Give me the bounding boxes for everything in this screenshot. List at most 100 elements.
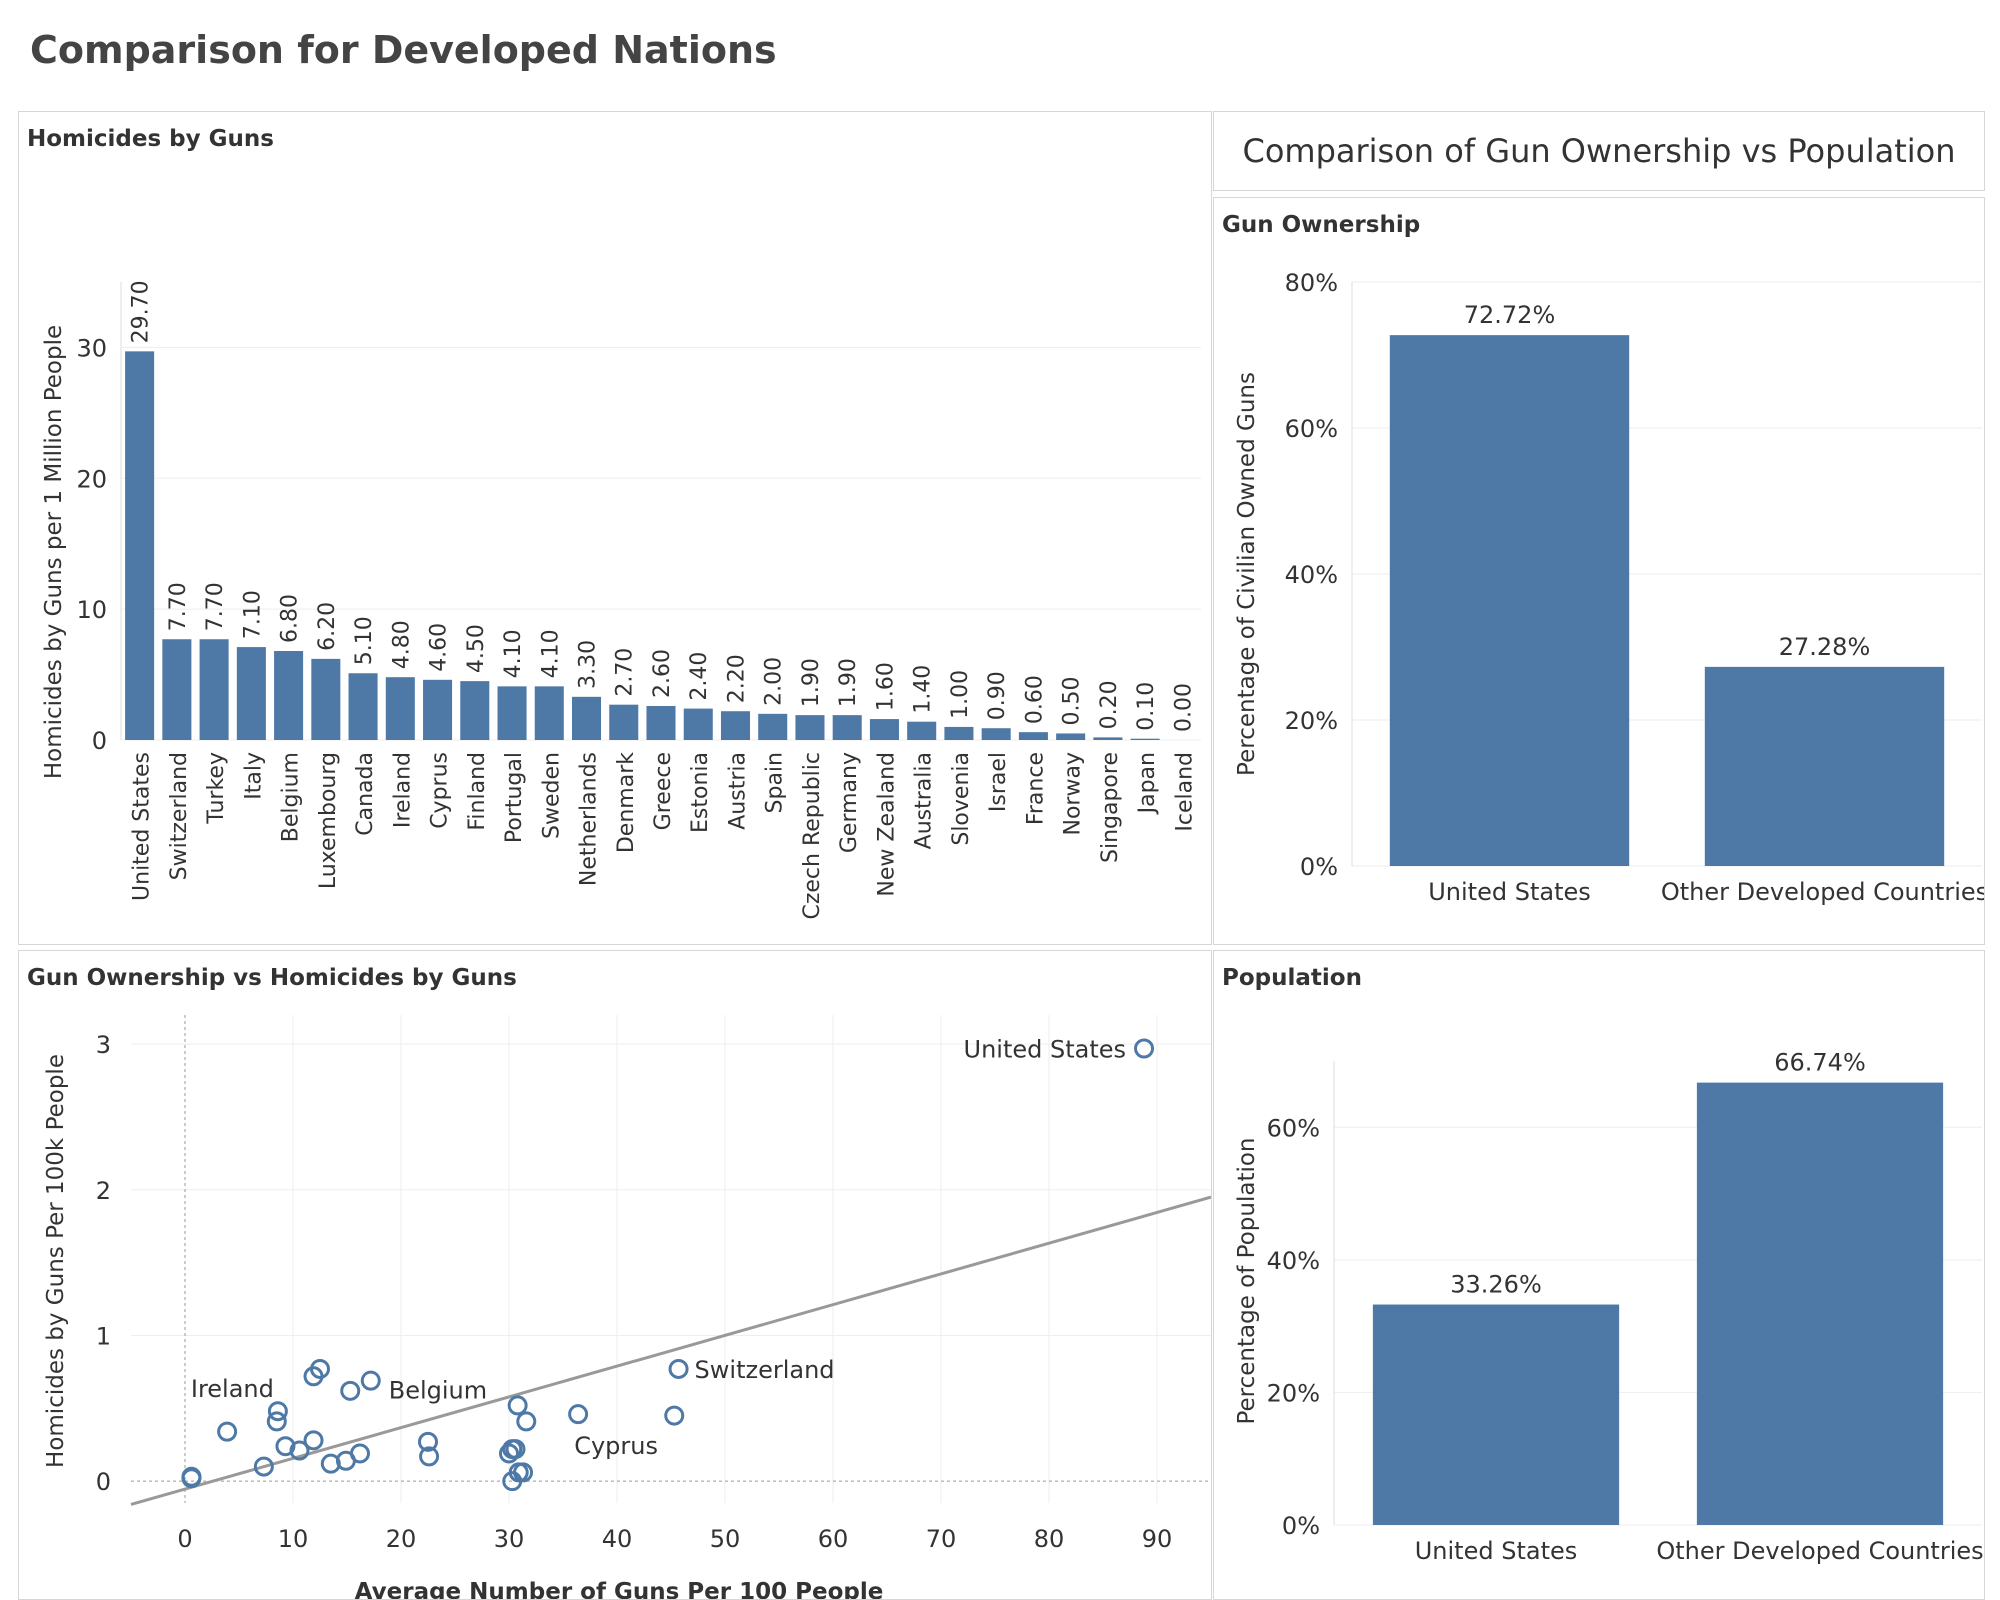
data-label: 5.10 xyxy=(352,616,377,665)
bar xyxy=(1018,732,1048,740)
scatter-point xyxy=(516,1411,537,1432)
data-label: 4.10 xyxy=(501,629,526,678)
scatter-panel-title: Gun Ownership vs Homicides by Guns xyxy=(27,965,517,991)
y-tick-label: 0 xyxy=(92,727,107,755)
category-label: Estonia xyxy=(688,752,713,833)
y-tick-label: 2 xyxy=(96,1177,111,1205)
scatter-point xyxy=(253,1456,274,1477)
bar xyxy=(1704,666,1945,866)
data-label: 66.74% xyxy=(1774,1049,1866,1077)
scatter-point xyxy=(502,1471,523,1492)
category-label: Denmark xyxy=(614,752,639,853)
scatter-point xyxy=(507,1395,528,1416)
x-tick-label: 40 xyxy=(602,1525,633,1553)
scatter-point xyxy=(499,1443,519,1464)
y-axis-title: Homicides by Guns Per 100k People xyxy=(43,1054,69,1468)
population-bar-chart: 0% 20% 40% 60% 33.26% United States 66.74% Othe… xyxy=(1234,1049,1984,1565)
scatter-point xyxy=(267,1401,288,1422)
category-label: Other Developed Countries xyxy=(1656,1537,1983,1565)
data-label: 4.10 xyxy=(538,629,563,678)
data-label: 1.90 xyxy=(799,658,824,707)
category-label: United States xyxy=(130,752,155,901)
x-tick-label: 70 xyxy=(926,1525,957,1553)
category-label: Portugal xyxy=(502,752,527,843)
category-label: United States xyxy=(1428,878,1591,906)
y-tick-label: 20 xyxy=(76,465,107,493)
bar xyxy=(571,696,602,740)
y-tick-label: 40% xyxy=(1285,561,1338,589)
y-tick-label: 0% xyxy=(1300,853,1338,881)
bar xyxy=(907,721,937,740)
category-label: Japan xyxy=(1135,752,1160,815)
y-tick-label: 0 xyxy=(96,1468,111,1496)
y-tick-label: 3 xyxy=(96,1031,111,1059)
scatter-point xyxy=(664,1405,685,1426)
bar xyxy=(162,639,192,740)
scatter-point xyxy=(217,1421,238,1442)
data-label: 0.50 xyxy=(1060,676,1085,725)
category-label: Cyprus xyxy=(428,752,453,829)
data-label: 4.50 xyxy=(464,624,489,673)
bar xyxy=(311,658,341,740)
data-label: 1.90 xyxy=(836,658,861,707)
x-tick-label: 0 xyxy=(177,1525,192,1553)
scatter-point xyxy=(303,1430,324,1451)
scatter-point xyxy=(1134,1038,1155,1059)
data-label: 6.80 xyxy=(278,594,303,643)
bar xyxy=(1056,733,1086,740)
y-tick-label: 10 xyxy=(76,596,107,624)
data-label: 33.26% xyxy=(1450,1271,1542,1299)
point-label: Cyprus xyxy=(574,1432,658,1460)
data-label: 1.40 xyxy=(911,665,936,714)
x-tick-label: 80 xyxy=(1034,1525,1065,1553)
scatter-point xyxy=(418,1431,438,1452)
category-label: Norway xyxy=(1061,752,1086,835)
category-label: Belgium xyxy=(279,752,304,842)
category-label: Finland xyxy=(465,752,490,831)
point-label: Ireland xyxy=(191,1375,274,1403)
scatter-point xyxy=(320,1453,341,1474)
data-label: 0.20 xyxy=(1097,680,1122,729)
bar xyxy=(832,715,862,740)
bar xyxy=(869,719,899,740)
data-label: 6.20 xyxy=(315,602,340,651)
bar xyxy=(236,647,266,740)
data-label: 72.72% xyxy=(1464,301,1556,329)
data-label: 0.60 xyxy=(1022,675,1047,724)
bar xyxy=(348,673,378,740)
category-label: Germany xyxy=(837,752,862,853)
data-label: 7.70 xyxy=(203,582,228,631)
data-label: 4.60 xyxy=(427,623,452,672)
bar xyxy=(1372,1304,1620,1525)
bar xyxy=(1389,335,1630,866)
category-label: Iceland xyxy=(1172,752,1197,832)
category-label: Czech Republic xyxy=(800,752,825,920)
category-label: Austria xyxy=(725,752,750,830)
data-label: 1.60 xyxy=(873,662,898,711)
category-label: Ireland xyxy=(390,752,415,828)
data-label: 2.40 xyxy=(687,652,712,701)
category-label: Greece xyxy=(651,752,676,830)
category-label: Canada xyxy=(353,752,378,836)
x-axis-title: Average Number of Guns Per 100 People xyxy=(355,1579,884,1599)
dashboard-title: Comparison for Developed Nations xyxy=(30,28,777,72)
data-label: 4.80 xyxy=(389,620,414,669)
section-header: Comparison of Gun Ownership vs Populatio… xyxy=(1213,111,1985,191)
category-label: Luxembourg xyxy=(316,752,341,889)
data-label: 0.00 xyxy=(1171,683,1196,732)
category-label: Turkey xyxy=(204,752,229,825)
point-label: Belgium xyxy=(389,1377,487,1405)
bar xyxy=(683,708,713,740)
bar xyxy=(385,677,415,740)
bar xyxy=(646,705,676,740)
scatter-point xyxy=(303,1366,324,1387)
data-label: 7.70 xyxy=(166,582,191,631)
gun-ownership-bar-chart: 0% 20% 40% 60% 80% 72.72% United States 27.28% O… xyxy=(1234,269,1984,906)
category-label: United States xyxy=(1415,1537,1578,1565)
data-label: 3.30 xyxy=(576,640,601,689)
scatter-point xyxy=(266,1411,287,1432)
homicides-bar-chart: 0 10 20 30 29.70 United States 7.70 Switzerland… xyxy=(41,280,1201,920)
y-tick-label: 0% xyxy=(1282,1512,1320,1540)
bar xyxy=(758,713,788,740)
scatter-panel: Gun Ownership vs Homicides by Guns 0 10 20… xyxy=(18,950,1212,1600)
